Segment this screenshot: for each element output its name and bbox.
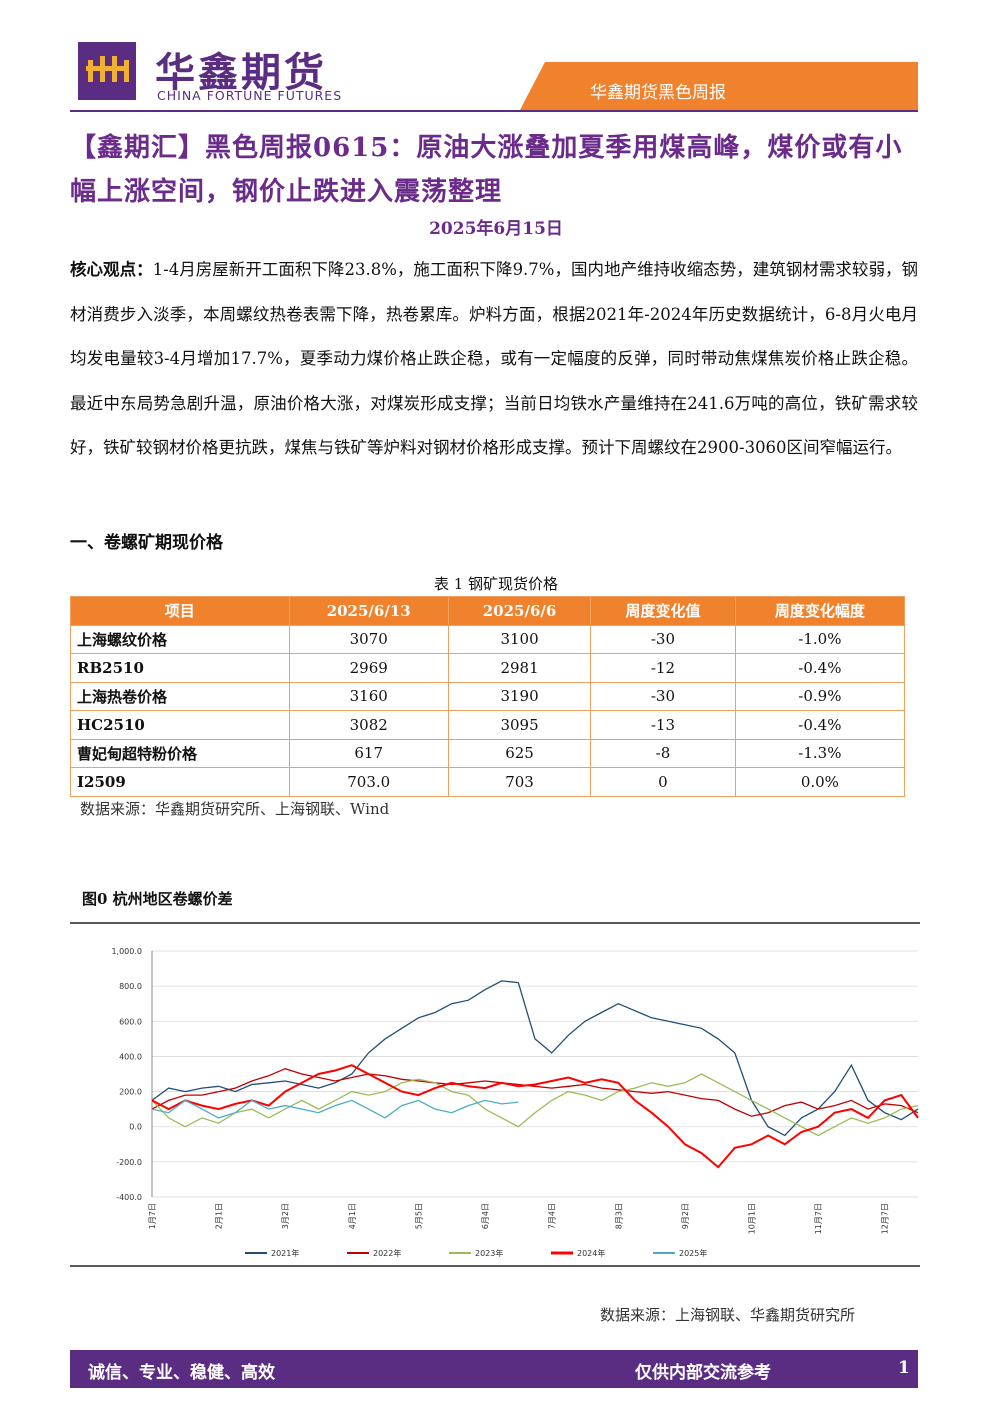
series-line <box>151 1068 919 1117</box>
table-source: 数据来源：华鑫期货研究所、上海钢联、Wind <box>80 800 390 818</box>
x-tick-label: 11月7日 <box>814 1203 823 1234</box>
table-row: 曹妃甸超特粉价格 617 625 -8 -1.3% <box>70 738 906 768</box>
table-cell: 上海热卷价格 <box>70 681 290 711</box>
table-caption: 表 1 钢矿现货价格 <box>433 575 559 593</box>
header-tag: 华鑫期货黑色周报 <box>590 83 726 103</box>
chart: -400.0 -200.0 0.0 200.0 400.0 600.0 800.0 1,000… <box>70 922 920 1267</box>
brand-en: CHINA FORTUNE FUTURES <box>157 88 343 103</box>
table-cell: -0.4% <box>734 653 906 683</box>
table-cell: 617 <box>288 738 449 768</box>
table-cell: 2969 <box>288 653 449 683</box>
table-cell: 3070 <box>288 624 449 654</box>
table-cell: 3082 <box>288 710 449 740</box>
header-band <box>520 62 918 110</box>
legend-label: 2025年 <box>679 1248 707 1258</box>
table-cell: 3190 <box>447 681 592 711</box>
table-cell: -8 <box>590 738 736 768</box>
x-tick-label: 2月1日 <box>215 1203 224 1229</box>
table-cell: I2509 <box>70 767 290 797</box>
header-graphics <box>70 42 918 112</box>
figure-title: 图0 杭州地区卷螺价差 <box>82 890 233 908</box>
legend-label: 2021年 <box>271 1248 299 1258</box>
x-tick-label: 10月1日 <box>747 1203 756 1234</box>
y-tick-label: 600.0 <box>119 1017 142 1026</box>
x-tick-label: 12月7日 <box>881 1203 890 1234</box>
footer-right: 仅供内部交流参考 <box>635 1363 771 1383</box>
title: 【鑫期汇】黑色周报0615：原油大涨叠加夏季用煤高峰，煤价或有小幅上涨空间，钢价… <box>70 133 903 207</box>
table-cell: 625 <box>447 738 592 768</box>
table-cell: 0 <box>590 767 736 797</box>
table-cell: -13 <box>590 710 736 740</box>
y-tick-label: -200.0 <box>116 1158 142 1167</box>
table-cell: -0.9% <box>734 681 906 711</box>
table-row: HC2510 3082 3095 -13 -0.4% <box>70 710 906 740</box>
table-cell: 0.0% <box>734 767 906 797</box>
table-cell: 3160 <box>288 681 449 711</box>
table-cell: HC2510 <box>70 710 290 740</box>
table-cell: -30 <box>590 624 736 654</box>
y-tick-label: 400.0 <box>119 1052 142 1061</box>
table-cell: 上海螺纹价格 <box>70 624 290 654</box>
table-cell: 曹妃甸超特粉价格 <box>70 738 290 768</box>
series-line <box>151 1099 519 1119</box>
y-tick-label: 0.0 <box>129 1123 142 1132</box>
table-cell: -1.3% <box>734 738 906 768</box>
table-cell: -30 <box>590 681 736 711</box>
table-row: RB2510 2969 2981 -12 -0.4% <box>70 653 906 683</box>
x-tick-label: 9月2日 <box>681 1203 690 1229</box>
table-cell: 703 <box>447 767 592 797</box>
table-cell: RB2510 <box>70 653 290 683</box>
core-text: 1-4月房屋新开工面积下降23.8%，施工面积下降9.7%，国内地产维持收缩态势… <box>70 260 919 457</box>
table-cell: 2981 <box>447 653 592 683</box>
series-line <box>151 1073 919 1137</box>
page-number: 1 <box>898 1358 910 1378</box>
table-cell: 703.0 <box>288 767 449 797</box>
table-cell: -0.4% <box>734 710 906 740</box>
header-cell: 2025/6/13 <box>288 596 449 626</box>
x-tick-label: 4月1日 <box>348 1203 357 1229</box>
price-table: 项目 2025/6/13 2025/6/6 周度变化值 周度变化幅度 上海螺纹价格 3070… <box>70 596 906 797</box>
y-tick-label: 200.0 <box>119 1088 142 1097</box>
x-tick-label: 7月4日 <box>548 1203 557 1229</box>
series-line <box>151 980 919 1137</box>
table-cell: 3100 <box>447 624 592 654</box>
y-tick-label: 800.0 <box>119 982 142 991</box>
footer-bar <box>70 1350 918 1388</box>
date: 2025年6月15日 <box>429 219 563 239</box>
table-header-row: 项目 2025/6/13 2025/6/6 周度变化值 周度变化幅度 <box>70 596 906 626</box>
chart-source: 数据来源：上海钢联、华鑫期货研究所 <box>600 1306 856 1324</box>
brand: 华鑫期货 <box>155 50 327 96</box>
header-cell: 2025/6/6 <box>447 596 592 626</box>
legend-label: 2022年 <box>373 1248 401 1258</box>
legend-label: 2023年 <box>475 1248 503 1258</box>
section-heading: 一、卷螺矿期现价格 <box>70 533 223 553</box>
core-label: 核心观点： <box>70 260 153 279</box>
x-tick-label: 5月5日 <box>414 1203 423 1229</box>
header-cell: 周度变化值 <box>590 596 736 626</box>
table-cell: 3095 <box>447 710 592 740</box>
core-view: 核心观点：1-4月房屋新开工面积下降23.8%，施工面积下降9.7%，国内地产维… <box>70 248 918 471</box>
table-row: 上海螺纹价格 3070 3100 -30 -1.0% <box>70 624 906 654</box>
x-tick-label: 1月7日 <box>148 1203 157 1229</box>
table-cell: -1.0% <box>734 624 906 654</box>
logo-mark <box>86 56 129 82</box>
x-tick-label: 6月4日 <box>481 1203 490 1229</box>
y-tick-label: 1,000.0 <box>111 947 142 956</box>
header-cell: 项目 <box>70 596 290 626</box>
header-cell: 周度变化幅度 <box>734 596 906 626</box>
y-tick-label: -400.0 <box>116 1193 142 1202</box>
series-line <box>151 1064 919 1169</box>
x-tick-label: 3月2日 <box>281 1203 290 1229</box>
table-cell: -12 <box>590 653 736 683</box>
footer-left: 诚信、专业、稳健、高效 <box>88 1363 275 1383</box>
table-row: 上海热卷价格 3160 3190 -30 -0.9% <box>70 681 906 711</box>
legend-label: 2024年 <box>577 1248 605 1258</box>
x-tick-label: 8月3日 <box>614 1203 623 1229</box>
table-row: I2509 703.0 703 0 0.0% <box>70 767 906 797</box>
